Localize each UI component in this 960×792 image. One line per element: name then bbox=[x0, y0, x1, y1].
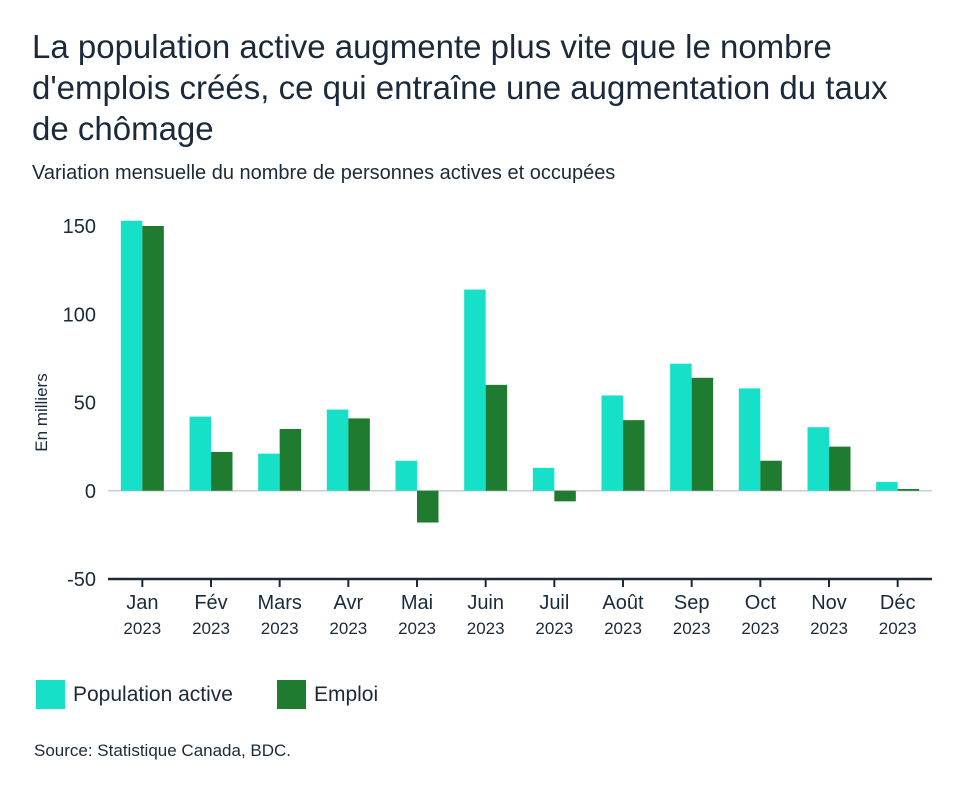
y-tick-label: 0 bbox=[85, 481, 96, 503]
bar-emploi bbox=[623, 420, 645, 491]
bar-population-active bbox=[464, 289, 486, 491]
x-tick-label-year: 2023 bbox=[741, 619, 779, 638]
legend-label-emploi: Emploi bbox=[313, 682, 379, 706]
chart-subtitle: Variation mensuelle du nombre de personn… bbox=[32, 162, 616, 184]
bar-population-active bbox=[876, 481, 898, 491]
x-tick-label-year: 2023 bbox=[123, 619, 161, 638]
bar-population-active bbox=[189, 416, 211, 491]
bar-emploi bbox=[760, 460, 782, 491]
bar-emploi bbox=[829, 446, 851, 491]
x-tick-label-year: 2023 bbox=[261, 619, 299, 638]
x-tick-label-month: Mai bbox=[401, 592, 433, 614]
bar-population-active bbox=[601, 395, 623, 491]
source-note: Source: Statistique Canada, BDC. bbox=[34, 741, 292, 760]
chart-title: La population active augmente plus vite … bbox=[32, 28, 888, 147]
bar-emploi bbox=[417, 490, 439, 523]
x-tick-label-year: 2023 bbox=[604, 619, 642, 638]
bar-emploi bbox=[691, 377, 714, 491]
bar-population-active bbox=[738, 388, 761, 491]
x-tick-label-month: Fév bbox=[194, 592, 227, 614]
x-tick-label-year: 2023 bbox=[535, 619, 573, 638]
bar-emploi bbox=[897, 488, 920, 491]
x-tick-label-year: 2023 bbox=[673, 619, 711, 638]
x-tick-label-month: Jan bbox=[126, 592, 158, 614]
x-tick-label-month: Août bbox=[602, 592, 644, 614]
legend-swatch-emploi bbox=[276, 680, 306, 709]
x-tick-label-month: Nov bbox=[811, 592, 847, 614]
bar-population-active bbox=[532, 467, 555, 491]
bar-emploi bbox=[211, 451, 233, 491]
bar-population-active bbox=[670, 363, 692, 491]
bar-population-active bbox=[807, 427, 829, 491]
bar-emploi bbox=[485, 384, 508, 491]
legend: Population active Emploi bbox=[36, 680, 422, 709]
legend-label-population-active: Population active bbox=[73, 682, 233, 706]
legend-item-population-active: Population active bbox=[36, 680, 233, 709]
x-tick-label-year: 2023 bbox=[329, 619, 367, 638]
bar-emploi bbox=[348, 418, 370, 491]
x-tick-label-month: Sep bbox=[674, 592, 710, 614]
x-tick-label-month: Juin bbox=[467, 592, 504, 614]
bar-population-active bbox=[395, 460, 417, 491]
x-tick-label-month: Oct bbox=[745, 592, 777, 614]
x-tick-label-year: 2023 bbox=[810, 619, 848, 638]
x-tick-label-year: 2023 bbox=[398, 619, 436, 638]
x-tick-label-month: Mars bbox=[257, 592, 301, 614]
legend-swatch-population-active bbox=[36, 680, 65, 709]
bar-emploi bbox=[279, 428, 302, 491]
y-axis-label: En milliers bbox=[32, 373, 51, 451]
legend-item-emploi: Emploi bbox=[276, 680, 379, 709]
bar-population-active bbox=[120, 220, 143, 491]
x-tick-label-month: Juil bbox=[539, 592, 569, 614]
x-tick-label-month: Avr bbox=[334, 592, 364, 614]
y-tick-label: 50 bbox=[74, 393, 96, 415]
bar-population-active bbox=[326, 409, 349, 491]
bar-emploi bbox=[554, 490, 576, 502]
x-tick-label-year: 2023 bbox=[192, 619, 230, 638]
x-tick-label-month: Déc bbox=[880, 592, 916, 614]
bar-chart: 150 100 50 0 -50 En milliers Jan 2023 Fév 2023 Mar… bbox=[32, 216, 932, 638]
bar-emploi bbox=[142, 226, 164, 491]
x-tick-label-year: 2023 bbox=[879, 619, 917, 638]
y-tick-label: 100 bbox=[63, 304, 96, 326]
y-tick-label: -50 bbox=[67, 569, 96, 591]
bar-population-active bbox=[258, 453, 280, 491]
y-tick-label: 150 bbox=[63, 216, 96, 238]
x-tick-label-year: 2023 bbox=[467, 619, 505, 638]
